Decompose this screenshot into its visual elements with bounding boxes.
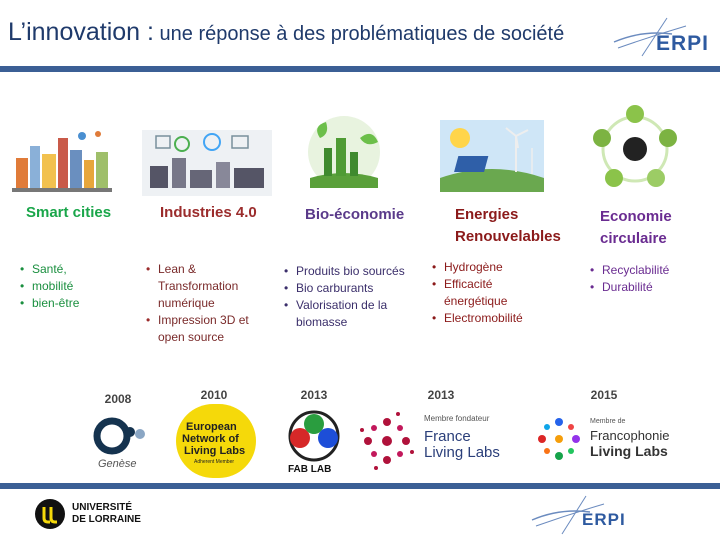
fablab-text: FAB LAB xyxy=(288,464,332,475)
france-living-labs-logo: Membre fondateur France Living Labs xyxy=(356,410,516,476)
list-item: Hydrogène xyxy=(432,259,544,276)
network-dots-color-icon xyxy=(538,418,580,460)
circular-image xyxy=(590,104,680,194)
erpi-swoosh-icon xyxy=(613,17,687,57)
list-item: mobilité xyxy=(20,278,130,295)
theme-title-circular: Economie circulaire xyxy=(600,208,672,247)
uni-line-1: UNIVERSITÉ xyxy=(72,502,133,513)
list-item: Efficacité énergétique xyxy=(432,276,544,310)
energy-icon xyxy=(440,127,544,192)
footer-divider xyxy=(0,483,720,489)
page-title: L’innovation : une réponse à des problém… xyxy=(8,18,565,46)
fablab-logo: FAB LAB xyxy=(286,408,342,478)
flf-line-2: Living Labs xyxy=(424,444,500,461)
year-label: 2013 xyxy=(427,388,455,402)
enoll-line-2: Network of xyxy=(182,433,239,445)
theme-title-bio: Bio-économie xyxy=(305,206,405,223)
francophonie-living-labs-logo: Membre de Francophonie Living Labs xyxy=(532,412,682,472)
footer-erpi-text: ERPI xyxy=(582,510,626,529)
bio-icon xyxy=(308,116,380,188)
erpi-logo-text: ERPI xyxy=(656,32,710,55)
smart-cities-bullets: Santé, mobilité bien-être xyxy=(20,261,130,312)
fll-small: Membre de xyxy=(590,418,626,425)
list-item: Recyclabilité xyxy=(590,262,710,279)
city-icon xyxy=(12,131,112,192)
flf-line-1: France xyxy=(424,428,471,445)
genese-logo xyxy=(92,414,148,458)
smart-cities-image xyxy=(12,124,112,194)
year-label: 2010 xyxy=(200,388,228,402)
industry-image xyxy=(142,130,272,196)
circular-icon xyxy=(593,105,677,187)
genese-caption: Genèse xyxy=(98,458,137,470)
bio-image xyxy=(300,108,388,196)
energy-image xyxy=(440,120,544,192)
ul-emblem-icon xyxy=(35,499,65,529)
genese-icon xyxy=(93,417,145,455)
list-item: bien-être xyxy=(20,295,130,312)
industry-icon xyxy=(150,133,264,188)
enoll-line-1: European xyxy=(186,421,237,433)
network-dots-icon xyxy=(360,412,414,470)
list-item: Impression 3D et open source xyxy=(146,312,261,346)
year-label: 2008 xyxy=(104,392,132,406)
list-item: Lean & Transformation numérique xyxy=(146,261,261,312)
list-item: Valorisation de la biomasse xyxy=(284,297,426,331)
fll-line-1: Francophonie xyxy=(590,428,670,443)
erpi-swoosh-icon xyxy=(531,495,605,535)
theme-title-energies: Energies Renouvelables xyxy=(455,206,561,245)
year-label: 2013 xyxy=(300,388,328,402)
energy-bullets: Hydrogène Efficacité énergétique Electro… xyxy=(432,259,544,327)
uni-line-2: DE LORRAINE xyxy=(72,514,141,525)
industries-bullets: Lean & Transformation numérique Impressi… xyxy=(146,261,261,346)
flf-small: Membre fondateur xyxy=(424,414,490,423)
enoll-line-3: Living Labs xyxy=(184,445,246,457)
fll-line-2: Living Labs xyxy=(590,443,668,459)
footer-erpi-logo: ERPI xyxy=(530,492,630,536)
list-item: Electromobilité xyxy=(432,310,544,327)
enoll-sub: Adherent Member xyxy=(194,459,235,465)
header-divider xyxy=(0,66,720,72)
list-item: Santé, xyxy=(20,261,130,278)
bio-bullets: Produits bio sourcés Bio carburants Valo… xyxy=(284,263,426,331)
fablab-icon xyxy=(288,410,340,462)
theme-title-industries: Industries 4.0 xyxy=(160,204,257,221)
enoll-logo: European Network of Living Labs Adherent… xyxy=(176,404,256,478)
list-item: Durabilité xyxy=(590,279,710,296)
erpi-logo: ERPI xyxy=(612,12,712,58)
theme-title-smart-cities: Smart cities xyxy=(26,204,112,221)
universite-lorraine-logo: UNIVERSITÉ DE LORRAINE xyxy=(34,498,154,534)
list-item: Bio carburants xyxy=(284,280,426,297)
year-label: 2015 xyxy=(590,388,618,402)
circular-bullets: Recyclabilité Durabilité xyxy=(590,262,710,296)
list-item: Produits bio sourcés xyxy=(284,263,426,280)
